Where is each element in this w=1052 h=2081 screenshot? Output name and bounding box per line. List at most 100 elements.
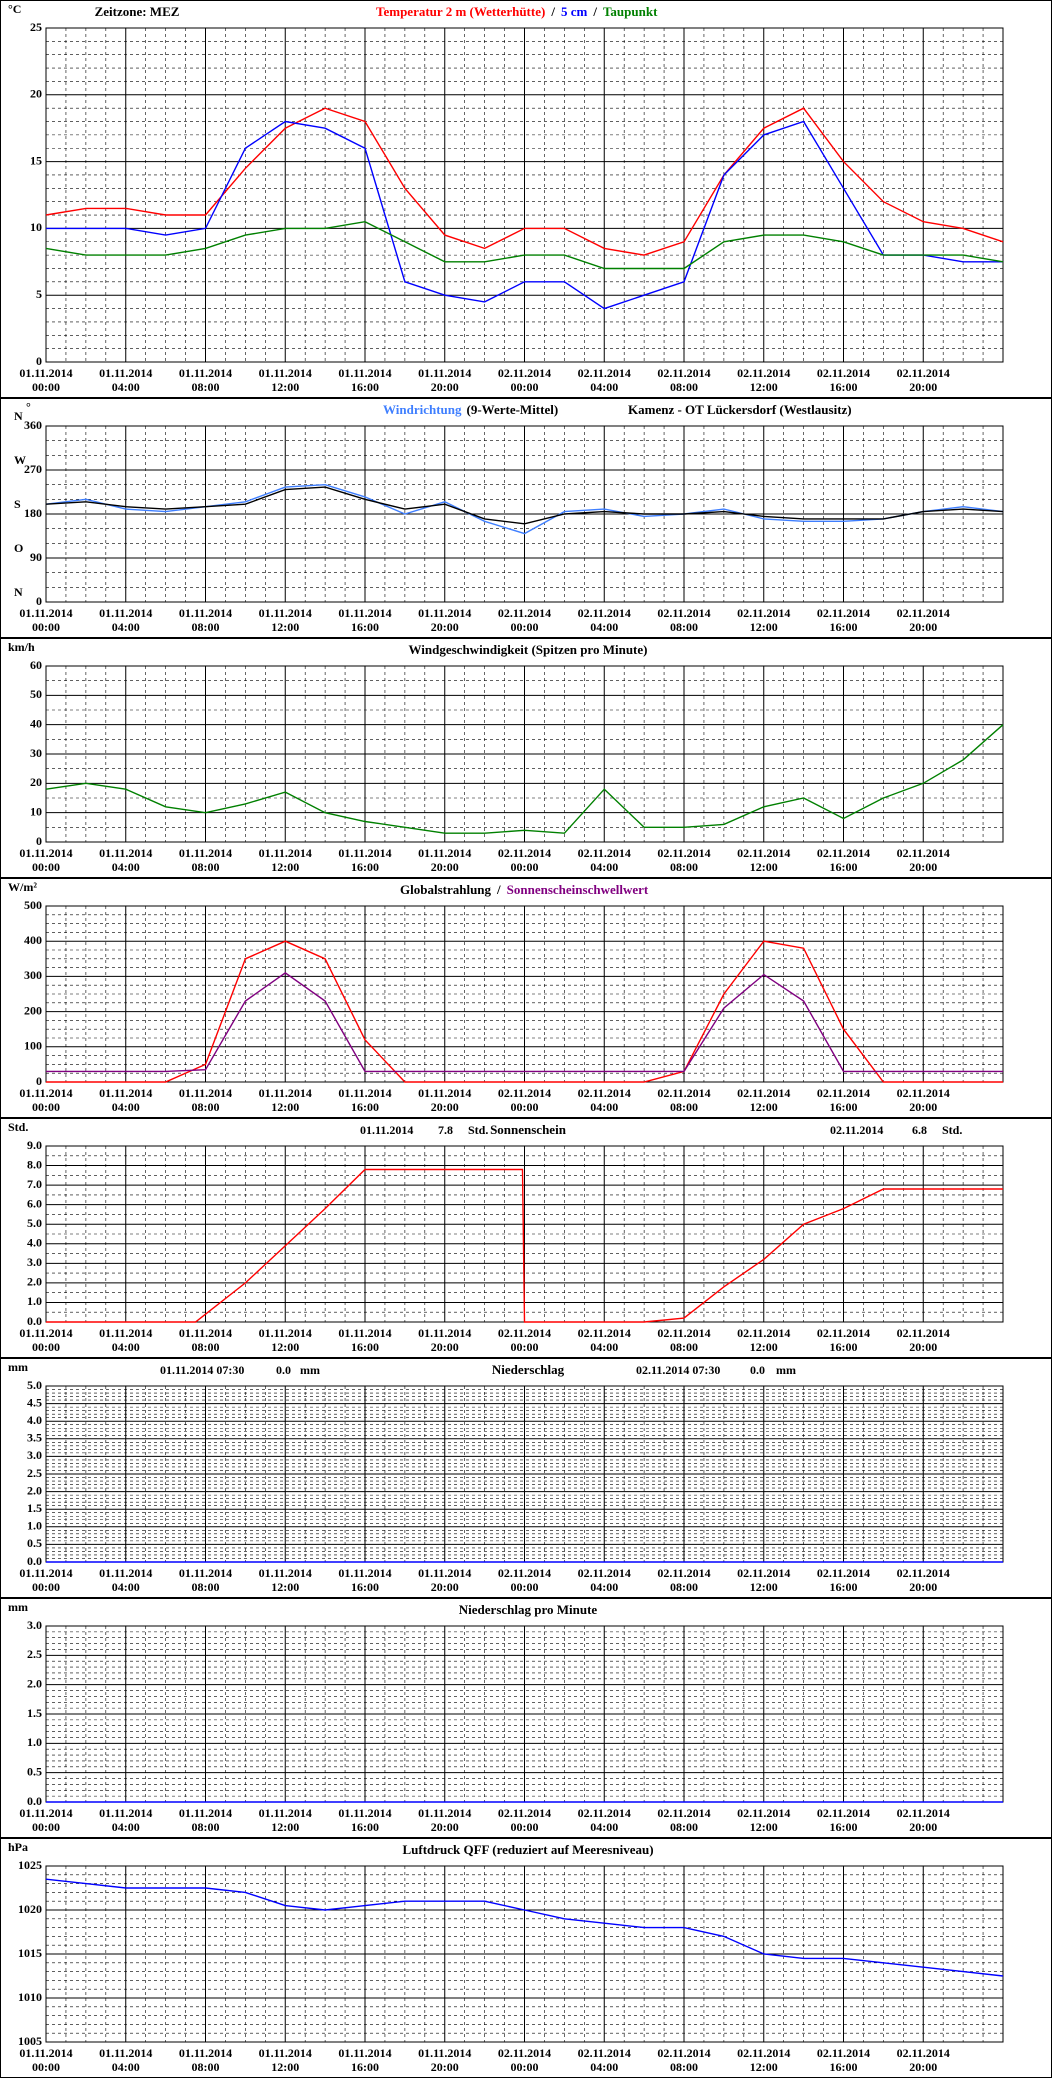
x-tick-label: 02.11.2014 00:00 — [498, 1806, 551, 1834]
x-tick-label: 02.11.2014 16:00 — [817, 1326, 870, 1354]
x-tick-label: 01.11.2014 20:00 — [418, 1326, 471, 1354]
y-tick-label: 25 — [30, 20, 42, 34]
y-tick-label: 1.5 — [27, 1501, 42, 1515]
y-tick-label: 3.5 — [27, 1431, 42, 1445]
x-tick-label: 01.11.2014 16:00 — [338, 846, 391, 874]
x-tick-label: 02.11.2014 16:00 — [817, 1806, 870, 1834]
y-tick-label: 15 — [30, 153, 42, 167]
legend: Windrichtung (9-Werte-Mittel) — [383, 402, 558, 417]
legend-entry: Taupunkt — [603, 4, 658, 19]
x-tick-label: 02.11.2014 08:00 — [657, 606, 710, 634]
y-tick-label: 5.0 — [27, 1378, 42, 1392]
annotation: 6.8 — [912, 1123, 927, 1137]
y-tick-label: 7.0 — [27, 1177, 42, 1191]
x-tick-label: 02.11.2014 04:00 — [578, 1326, 631, 1354]
y-tick-label: 2.5 — [27, 1466, 42, 1480]
x-tick-label: 02.11.2014 16:00 — [817, 846, 870, 874]
y-tick-label: 360 — [24, 418, 42, 432]
x-tick-label: 02.11.2014 00:00 — [498, 606, 551, 634]
chart-title: Windgeschwindigkeit (Spitzen pro Minute) — [409, 642, 648, 657]
annotation: 01.11.2014 07:30 — [160, 1363, 244, 1377]
x-tick-label: 02.11.2014 00:00 — [498, 1566, 551, 1594]
y-tick-label: 4.0 — [27, 1413, 42, 1427]
x-tick-label: 02.11.2014 20:00 — [897, 1086, 950, 1114]
x-tick-label: 02.11.2014 08:00 — [657, 1326, 710, 1354]
legend: Temperatur 2 m (Wetterhütte) / 5 cm / Taupun… — [376, 4, 658, 19]
y-tick-label: 0 — [36, 354, 42, 368]
x-tick-label: 01.11.2014 16:00 — [338, 2046, 391, 2074]
x-tick-label: 02.11.2014 12:00 — [737, 606, 790, 634]
y-tick-label: 0.0 — [27, 1794, 42, 1808]
x-tick-label: 02.11.2014 04:00 — [578, 1806, 631, 1834]
x-tick-label: 01.11.2014 16:00 — [338, 1566, 391, 1594]
x-tick-label: 01.11.2014 12:00 — [259, 1086, 312, 1114]
x-tick-label: 01.11.2014 12:00 — [259, 1806, 312, 1834]
x-tick-label: 01.11.2014 12:00 — [259, 1326, 312, 1354]
direction-label: N — [14, 585, 23, 599]
annotation: 02.11.2014 07:30 — [636, 1363, 720, 1377]
x-tick-label: 02.11.2014 04:00 — [578, 846, 631, 874]
annotation: Std. — [942, 1123, 962, 1137]
x-tick-label: 01.11.2014 12:00 — [259, 366, 312, 394]
y-tick-label: 300 — [24, 968, 42, 982]
y-tick-label: 20 — [30, 87, 42, 101]
x-tick-label: 02.11.2014 20:00 — [897, 1566, 950, 1594]
y-tick-label: 500 — [24, 898, 42, 912]
plot-frame — [45, 425, 1004, 603]
y-tick-label: 2.5 — [27, 1647, 42, 1661]
x-tick-label: 01.11.2014 20:00 — [418, 1806, 471, 1834]
x-tick-label: 01.11.2014 20:00 — [418, 2046, 471, 2074]
y-tick-label: 1025 — [18, 1858, 42, 1872]
x-tick-label: 01.11.2014 08:00 — [179, 366, 232, 394]
y-tick-label: 180 — [24, 506, 42, 520]
x-tick-label: 02.11.2014 00:00 — [498, 846, 551, 874]
y-tick-label: 8.0 — [27, 1157, 42, 1171]
x-tick-label: 01.11.2014 00:00 — [19, 846, 72, 874]
chart-title: Sonnenschein — [490, 1122, 567, 1137]
legend: Globalstrahlung / Sonnenscheinschwellwert — [400, 882, 649, 897]
data-line — [45, 107, 1004, 256]
x-tick-label: 01.11.2014 04:00 — [99, 1566, 152, 1594]
unit-label: Std. — [8, 1120, 28, 1134]
x-tick-label: 01.11.2014 04:00 — [99, 2046, 152, 2074]
x-tick-label: 01.11.2014 08:00 — [179, 2046, 232, 2074]
legend-separator: / — [496, 882, 501, 897]
x-tick-label: 01.11.2014 04:00 — [99, 1326, 152, 1354]
x-tick-label: 02.11.2014 20:00 — [897, 846, 950, 874]
plot-frame — [45, 27, 1004, 363]
unit-label: °C — [8, 2, 21, 16]
y-tick-label: 2.0 — [27, 1676, 42, 1690]
annotation: Zeitzone: MEZ — [95, 4, 180, 19]
x-tick-label: 02.11.2014 16:00 — [817, 1086, 870, 1114]
data-line — [45, 724, 1004, 834]
annotation: 02.11.2014 — [830, 1123, 883, 1137]
annotation: mm — [776, 1363, 796, 1377]
x-tick-label: 02.11.2014 08:00 — [657, 2046, 710, 2074]
data-line — [46, 1168, 1003, 1323]
x-tick-label: 02.11.2014 16:00 — [817, 2046, 870, 2074]
x-tick-label: 01.11.2014 08:00 — [179, 846, 232, 874]
y-tick-label: 1015 — [18, 1946, 42, 1960]
y-tick-label: 9.0 — [27, 1138, 42, 1152]
y-tick-label: 60 — [30, 658, 42, 672]
x-tick-label: 02.11.2014 08:00 — [657, 846, 710, 874]
y-tick-label: 0 — [36, 834, 42, 848]
x-tick-label: 02.11.2014 00:00 — [498, 2046, 551, 2074]
x-tick-label: 02.11.2014 20:00 — [897, 1326, 950, 1354]
x-tick-label: 02.11.2014 04:00 — [578, 2046, 631, 2074]
annotation: mm — [300, 1363, 320, 1377]
y-tick-label: 0.0 — [27, 1314, 42, 1328]
x-tick-label: 01.11.2014 08:00 — [179, 1566, 232, 1594]
y-tick-label: 1.5 — [27, 1706, 42, 1720]
x-tick-label: 01.11.2014 12:00 — [259, 606, 312, 634]
y-tick-label: 0 — [36, 1074, 42, 1088]
chart-title: Niederschlag pro Minute — [459, 1602, 598, 1617]
x-tick-label: 02.11.2014 12:00 — [737, 1806, 790, 1834]
plot-frame — [45, 1865, 1004, 2043]
chart-title: Niederschlag — [492, 1362, 565, 1377]
x-tick-label: 02.11.2014 20:00 — [897, 2046, 950, 2074]
x-tick-label: 02.11.2014 00:00 — [498, 366, 551, 394]
x-tick-label: 01.11.2014 04:00 — [99, 366, 152, 394]
x-tick-label: 02.11.2014 12:00 — [737, 2046, 790, 2074]
